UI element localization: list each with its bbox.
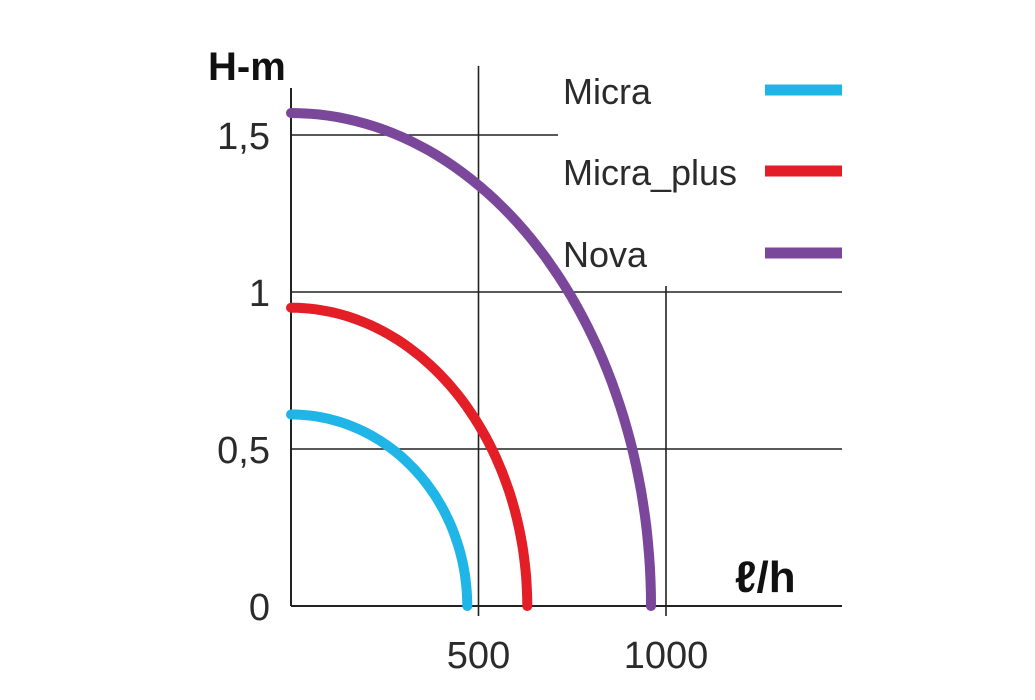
legend-label-nova: Nova [563, 234, 648, 275]
legend: Micra Micra_plus Nova [563, 71, 842, 275]
y-tick-label: 0,5 [217, 430, 270, 472]
series-line-micra-plus [286, 302, 533, 611]
series-line-nova [286, 108, 656, 611]
legend-label-micra: Micra [563, 71, 652, 112]
x-tick-label: 1000 [624, 635, 709, 677]
series-line-micra [286, 409, 473, 611]
axes [290, 88, 842, 607]
y-tick-label: 1 [249, 273, 270, 315]
y-tick-label: 0 [249, 587, 270, 629]
x-axis-label: ℓ/h [735, 553, 796, 602]
performance-curves [286, 108, 656, 611]
legend-label-micra-plus: Micra_plus [563, 152, 737, 193]
x-tick-label: 500 [447, 635, 510, 677]
y-axis-label: H-m [208, 45, 286, 89]
tick-labels: 0 0,5 1 1,5 500 1000 [217, 116, 708, 677]
grid-lines [291, 66, 842, 616]
y-tick-label: 1,5 [217, 116, 270, 158]
